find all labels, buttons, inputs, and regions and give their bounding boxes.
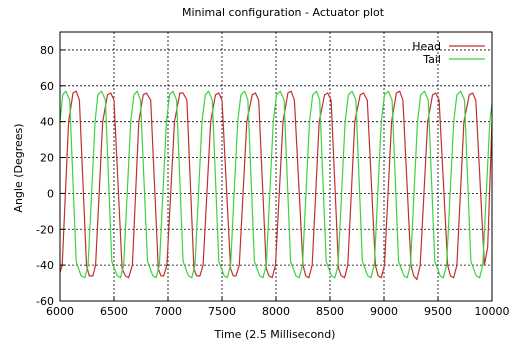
y-tick-label: -40 xyxy=(36,259,54,272)
y-tick-label: -20 xyxy=(36,223,54,236)
series-lines xyxy=(59,90,493,281)
x-tick-label: 7500 xyxy=(208,305,236,318)
y-axis-title: Angle (Degrees) xyxy=(12,123,25,212)
x-tick-label: 8500 xyxy=(316,305,344,318)
x-tick-label: 8000 xyxy=(262,305,290,318)
chart-title: Minimal configuration - Actuator plot xyxy=(182,6,385,19)
x-tick-label: 7000 xyxy=(154,305,182,318)
legend-label-head: Head xyxy=(412,40,441,53)
y-tick-label: 60 xyxy=(40,80,54,93)
series-line-head xyxy=(59,90,493,281)
y-tick-label: -60 xyxy=(36,295,54,308)
legend-label-tail: Tail xyxy=(422,53,441,66)
x-tick-label: 9000 xyxy=(370,305,398,318)
x-tick-label: 10000 xyxy=(475,305,510,318)
y-tick-label: 20 xyxy=(40,152,54,165)
y-tick-label: 40 xyxy=(40,116,54,129)
x-tick-label: 6500 xyxy=(100,305,128,318)
y-tick-label: 0 xyxy=(47,187,54,200)
x-tick-label: 6000 xyxy=(46,305,74,318)
x-axis-title: Time (2.5 Millisecond) xyxy=(214,328,336,341)
axis-ticks: 6000 6500 7000 7500 8000 8500 9000 9500 10000 -60… xyxy=(36,44,509,318)
y-tick-label: 80 xyxy=(40,44,54,57)
x-tick-label: 9500 xyxy=(424,305,452,318)
series-line-tail xyxy=(59,90,493,279)
